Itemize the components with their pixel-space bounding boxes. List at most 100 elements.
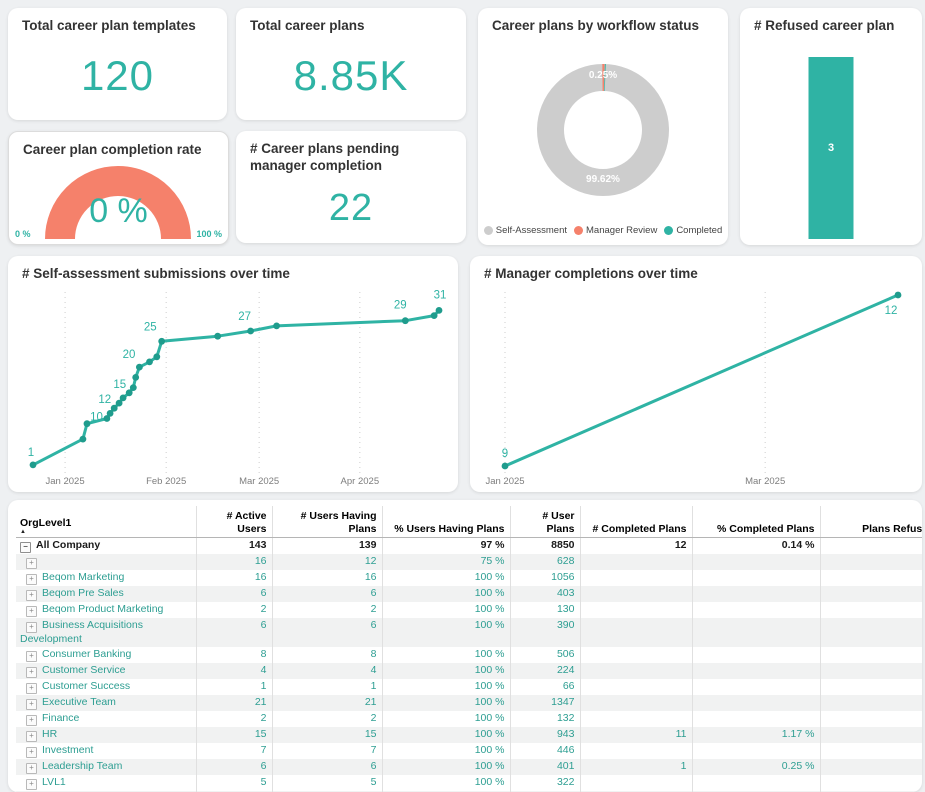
data-point[interactable]: [273, 322, 280, 330]
table-cell: 100 %: [382, 710, 511, 727]
table-cell: 0: [820, 618, 922, 647]
donut-slice-manager-review[interactable]: [537, 64, 669, 196]
column-header-users-having-plans[interactable]: # Users Having Plans: [272, 506, 383, 538]
expand-row-icon[interactable]: +: [26, 714, 37, 726]
org-name[interactable]: LVL1: [42, 775, 66, 788]
data-point[interactable]: [894, 291, 902, 299]
org-name[interactable]: Customer Service: [42, 663, 126, 676]
data-point[interactable]: [136, 363, 143, 371]
data-point[interactable]: [501, 462, 509, 470]
legend-item-self-assessment[interactable]: Self-Assessment: [483, 225, 567, 236]
column-header-completed-plans[interactable]: # Completed Plans: [580, 506, 693, 538]
expand-row-icon[interactable]: +: [26, 590, 37, 601]
table-cell: 0.25 %: [692, 758, 821, 775]
expand-row-icon[interactable]: +: [26, 622, 37, 633]
data-point[interactable]: [247, 327, 255, 335]
org-name[interactable]: Customer Success: [42, 679, 131, 692]
org-table: OrgLevel1 ▲ # Active Users # Users Having P…: [16, 506, 922, 792]
card-title: # Refused career plan: [754, 18, 895, 33]
card-title: Total career plans: [250, 18, 365, 33]
data-point[interactable]: [83, 420, 91, 428]
org-name[interactable]: Consumer Banking: [42, 647, 132, 660]
data-label: 1: [28, 447, 34, 459]
data-point[interactable]: [435, 307, 443, 314]
kpi-value-pending: 22: [328, 187, 374, 229]
org-name[interactable]: Investment: [42, 743, 94, 756]
org-name[interactable]: Beqom Marketing: [42, 571, 125, 583]
data-point[interactable]: [430, 312, 438, 319]
table-cell: 0: [820, 678, 922, 695]
org-name[interactable]: Beqom Product Marketing: [42, 603, 164, 615]
org-name[interactable]: Beqom Pre Sales: [42, 587, 124, 599]
table-cell: 100 %: [382, 726, 511, 743]
table-cell: 1: [820, 758, 922, 775]
table-cell: 21: [272, 694, 383, 711]
column-header-plans-refused[interactable]: Plans Refused: [820, 506, 922, 538]
column-header-user-plans[interactable]: # User Plans: [510, 506, 581, 538]
column-header-orglevel1[interactable]: OrgLevel1 ▲: [16, 506, 197, 538]
collapse-row-icon[interactable]: −: [20, 542, 31, 553]
expand-row-icon[interactable]: +: [26, 558, 37, 569]
data-point[interactable]: [79, 435, 87, 443]
org-name[interactable]: All Company: [36, 539, 101, 551]
donut-slice-self-assessment[interactable]: [537, 64, 669, 196]
data-point[interactable]: [115, 399, 123, 407]
expand-row-icon[interactable]: +: [26, 606, 37, 617]
column-header-active-users[interactable]: # Active Users: [196, 506, 273, 538]
legend-label: Manager Review: [586, 225, 658, 236]
data-point[interactable]: [153, 353, 161, 361]
table-cell: [692, 602, 821, 618]
column-header-users-having-plans[interactable]: % Users Having Plans: [382, 506, 511, 538]
data-point[interactable]: [146, 358, 153, 366]
table-cell: [692, 646, 821, 663]
legend-label: Completed: [676, 225, 723, 236]
refused-bar[interactable]: 3: [808, 57, 854, 239]
legend-item-completed[interactable]: Completed: [664, 225, 722, 236]
expand-row-icon[interactable]: +: [26, 574, 37, 585]
org-name[interactable]: Leadership Team: [42, 759, 123, 772]
donut-label-self-assessment: 99.62%: [586, 174, 620, 185]
org-name[interactable]: Finance: [42, 711, 80, 724]
donut-slice-completed[interactable]: [537, 64, 669, 196]
data-point[interactable]: [106, 410, 114, 417]
data-point[interactable]: [119, 394, 127, 402]
data-point[interactable]: [214, 332, 222, 340]
table-cell: 390: [510, 618, 581, 647]
data-point[interactable]: [132, 374, 140, 381]
expand-row-icon[interactable]: +: [26, 778, 37, 790]
table-cell: [580, 618, 693, 647]
org-table-header: OrgLevel1 ▲ # Active Users # Users Having P…: [16, 506, 922, 538]
org-name[interactable]: Executive Team: [42, 695, 116, 708]
data-point[interactable]: [103, 415, 111, 422]
table-cell: 2: [196, 710, 273, 727]
expand-row-icon[interactable]: +: [26, 682, 37, 694]
data-point[interactable]: [29, 461, 37, 469]
x-axis-tick-label: Jan 2025: [46, 476, 85, 487]
column-header-completed-plans[interactable]: % Completed Plans: [692, 506, 821, 538]
card-title: Career plans by workflow status: [492, 18, 700, 33]
kpi-card-templates: Total career plan templates 120: [8, 8, 227, 120]
legend-item-manager-review[interactable]: Manager Review: [574, 225, 657, 236]
table-cell: 6: [196, 758, 273, 775]
expand-row-icon[interactable]: +: [26, 650, 37, 662]
table-cell: 2: [196, 602, 273, 618]
data-point[interactable]: [129, 384, 137, 391]
org-table-card: OrgLevel1 ▲ # Active Users # Users Having P…: [8, 500, 922, 792]
data-point[interactable]: [401, 317, 409, 325]
data-label: 29: [394, 300, 407, 312]
table-cell: 2: [272, 602, 383, 618]
data-point[interactable]: [125, 389, 133, 397]
table-cell: 100 %: [382, 586, 511, 602]
data-point[interactable]: [110, 404, 118, 412]
expand-row-icon[interactable]: +: [26, 698, 37, 710]
expand-row-icon[interactable]: +: [26, 730, 37, 742]
expand-row-icon[interactable]: +: [26, 762, 37, 774]
expand-row-icon[interactable]: +: [26, 746, 37, 758]
data-point[interactable]: [158, 337, 166, 345]
table-cell: 5: [196, 774, 273, 791]
org-name[interactable]: HR: [42, 727, 58, 740]
expand-row-icon[interactable]: +: [26, 666, 37, 678]
org-name[interactable]: Business Acquisitions Development: [20, 619, 143, 645]
